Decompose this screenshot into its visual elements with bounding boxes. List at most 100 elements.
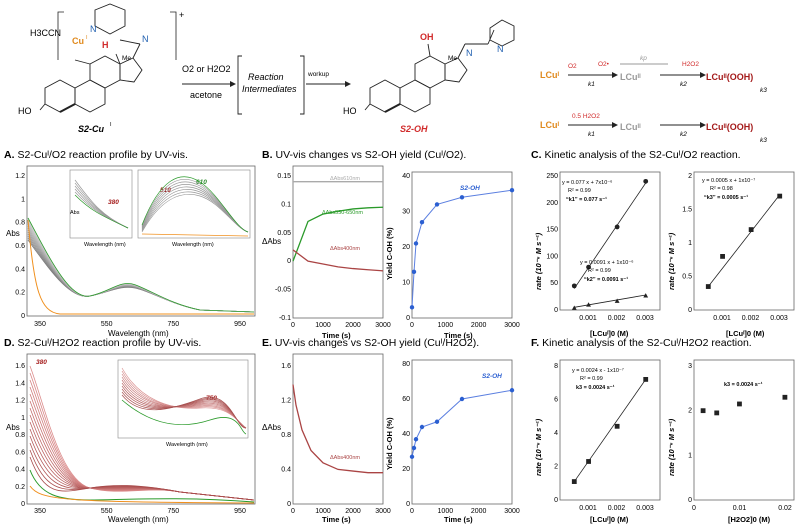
f-right-ytick: 0 bbox=[688, 497, 692, 504]
d-xtick: 750 bbox=[167, 508, 179, 515]
b-xtick: 0 bbox=[291, 322, 295, 329]
panel-titles: A. S2-Cuᴵ/O2 reaction profile by UV-vis. … bbox=[4, 149, 752, 349]
e-right-xtick: 2000 bbox=[471, 508, 487, 515]
f-right-ytick: 2 bbox=[688, 408, 692, 415]
c-k1-point bbox=[614, 224, 620, 230]
d-ytick: 1.2 bbox=[15, 398, 25, 405]
f-ytick: 2 bbox=[554, 464, 558, 471]
c-eq2: y = 0.0091 x + 1x10⁻⁶ bbox=[580, 259, 633, 266]
m2-k2: k2 bbox=[680, 131, 687, 138]
svg-text:F.Kinetic analysis of the S2-C: F. Kinetic analysis of the S2-Cuᴵ/H2O2 re… bbox=[531, 337, 752, 349]
c-right-xtick: 0.001 bbox=[713, 315, 731, 322]
a-inset2-label2: 610 bbox=[196, 179, 207, 186]
product-methyl-label: Me bbox=[448, 55, 457, 62]
f-ytick: 6 bbox=[554, 397, 558, 404]
f-k3-point bbox=[586, 459, 591, 464]
f-right-xlabel: [H2O2]0 (M) bbox=[728, 515, 771, 524]
f-right-point bbox=[782, 394, 788, 400]
f-right-point bbox=[714, 410, 720, 416]
d-ytick: 1.6 bbox=[15, 363, 25, 370]
svg-text:E.UV-vis changes vs S2-OH yiel: E. UV-vis changes vs S2-OH yield (Cuᴵ/H2O… bbox=[262, 337, 479, 349]
m1-k3: k3 bbox=[760, 87, 767, 94]
b-ytick: 0.15 bbox=[277, 173, 291, 180]
c-ytick: 0 bbox=[554, 307, 558, 314]
panel-a-xlabel: Wavelength (nm) bbox=[108, 329, 169, 338]
e-yield-point bbox=[419, 424, 425, 430]
imine-n: N bbox=[142, 34, 149, 44]
b-right-ylabel: Yield C-OH (%) bbox=[385, 227, 394, 280]
m1-superoxide: O2• bbox=[598, 61, 610, 68]
d-xtick: 350 bbox=[34, 508, 46, 515]
a-inset1-xlabel: Wavelength (nm) bbox=[84, 242, 126, 248]
a-ytick: 1 bbox=[21, 196, 25, 203]
complex-oxidation: I bbox=[86, 35, 88, 41]
m1-start: LCuᴵ bbox=[540, 70, 559, 80]
c-k2-point bbox=[614, 298, 620, 303]
f-ytick: 0 bbox=[554, 497, 558, 504]
e-xtick: 0 bbox=[291, 508, 295, 515]
m2-ooh: LCuᴵᴵ(OOH) bbox=[706, 122, 753, 132]
b-ytick: 0.1 bbox=[281, 201, 291, 208]
f-eq: y = 0.0024 x - 1x10⁻⁷ bbox=[572, 367, 624, 374]
panel-a-title: S2-Cuᴵ/O2 reaction profile by UV-vis. bbox=[18, 149, 188, 161]
b-series-550-650 bbox=[292, 206, 384, 262]
m1-k2: k2 bbox=[680, 81, 687, 88]
panel-b-ylabel: ΔAbs bbox=[262, 237, 281, 246]
b-right-ytick: 0 bbox=[406, 315, 410, 322]
a-spectrum bbox=[27, 225, 255, 313]
e-xtick: 2000 bbox=[345, 508, 361, 515]
a-ytick: 0.8 bbox=[15, 220, 25, 227]
b-yield-point bbox=[419, 219, 425, 225]
b-ytick: -0.1 bbox=[279, 315, 291, 322]
d-xtick: 950 bbox=[234, 508, 246, 515]
b-series-400 bbox=[292, 249, 384, 272]
complex-metal: Cu bbox=[72, 36, 84, 46]
b-ytick: 0.05 bbox=[277, 230, 291, 237]
workup-label: workup bbox=[307, 71, 329, 78]
b-right-xtick: 0 bbox=[410, 322, 414, 329]
c-k1-point bbox=[643, 178, 649, 184]
e-right-xlabel: Time (s) bbox=[444, 515, 473, 524]
b-right-ytick: 30 bbox=[402, 209, 410, 216]
e-yield-point bbox=[434, 419, 440, 424]
pyridine-ring bbox=[94, 3, 126, 35]
intermediates-line1: Reaction bbox=[248, 72, 284, 82]
d-spectrum bbox=[29, 449, 255, 501]
a-ytick: 0.4 bbox=[15, 266, 25, 273]
e-ytick: 0.4 bbox=[281, 467, 291, 474]
b-yield-point bbox=[459, 195, 465, 200]
f-k3-point bbox=[614, 423, 620, 429]
m1-kp: kp bbox=[640, 55, 647, 62]
panel-f-letter: F. bbox=[531, 337, 539, 349]
e-yield-point bbox=[411, 445, 417, 451]
a-spectrum bbox=[27, 239, 255, 313]
svg-text:A.S2-Cuᴵ/O2 reaction profile b: A. S2-Cuᴵ/O2 reaction profile by UV-vis. bbox=[4, 149, 188, 161]
c-r3: R² = 0.98 bbox=[710, 186, 733, 192]
panel-d-title: S2-Cuᴵ/H2O2 reaction profile by UV-vis. bbox=[18, 337, 202, 349]
e-legend-400: ΔAbs400nm bbox=[330, 455, 360, 461]
a-inset1-ylabel: Abs bbox=[70, 210, 80, 216]
c-k2-point bbox=[571, 305, 577, 310]
f-k3-point bbox=[571, 479, 577, 484]
f-right-xtick: 0.01 bbox=[733, 505, 747, 512]
e-right-xtick: 0 bbox=[410, 508, 414, 515]
f-right-ylabel: rate (10⁻⁶ M s⁻¹) bbox=[667, 418, 676, 476]
a-xtick: 750 bbox=[167, 321, 179, 328]
f-left-xlabel: [LCuᴵ]0 (M) bbox=[590, 515, 629, 524]
panel-e-xlabel: Time (s) bbox=[322, 515, 351, 524]
product-pyridine-n: N bbox=[497, 44, 504, 54]
b-right-line bbox=[411, 189, 513, 308]
m1-h2o2: H2O2 bbox=[682, 61, 699, 68]
d-ytick: 1 bbox=[21, 415, 25, 422]
d-final-spectrum bbox=[29, 469, 255, 503]
product-oh: OH bbox=[420, 32, 434, 42]
panel-a-inset2 bbox=[137, 169, 251, 239]
a-initial-spectrum bbox=[27, 219, 254, 315]
panel-e: ΔAbs Time (s) 00.40.81.21.60 1000 2000 3000… bbox=[262, 353, 520, 524]
e-ytick: 0.8 bbox=[281, 432, 291, 439]
b-yield-point bbox=[509, 188, 515, 193]
b-yield-point bbox=[413, 241, 419, 246]
panel-f-title: Kinetic analysis of the S2-Cuᴵ/H2O2 reac… bbox=[542, 337, 752, 349]
svg-text:C.Kinetic analysis of the S2-C: C. Kinetic analysis of the S2-Cuᴵ/O2 reac… bbox=[531, 149, 741, 161]
svg-text:D.S2-Cuᴵ/H2O2 reaction profile: D. S2-Cuᴵ/H2O2 reaction profile by UV-vis… bbox=[4, 337, 201, 349]
